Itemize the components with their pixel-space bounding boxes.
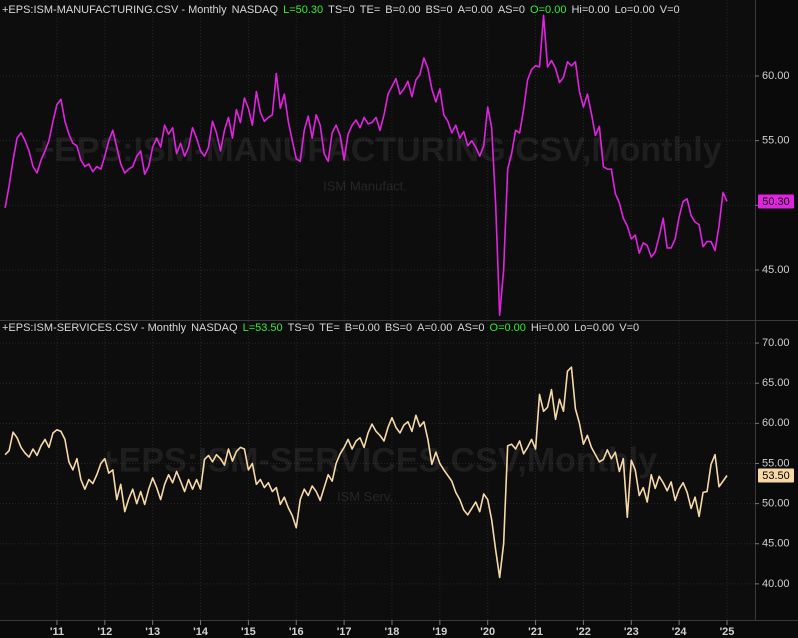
header-item: O=0.00: [490, 322, 526, 334]
header-item: Lo=0.00: [615, 4, 655, 16]
header-item: V=0: [619, 322, 639, 334]
header-item: O=0.00: [530, 4, 566, 16]
header-item: BS=0: [425, 4, 452, 16]
header-item: AS=0: [457, 322, 484, 334]
x-tick-label: '22: [576, 626, 591, 638]
y-tick-label: 45.00: [762, 538, 790, 550]
last-value-label: 50.30: [762, 196, 790, 208]
y-tick-label: 40.00: [762, 578, 790, 590]
x-tick-label: '21: [528, 626, 543, 638]
x-tick-label: '14: [193, 626, 209, 638]
header-item: +EPS:ISM-MANUFACTURING.CSV - Monthly: [2, 4, 227, 16]
watermark: +EPS:ISM-SERVICES.CSV,Monthly: [99, 441, 657, 479]
header-item: NASDAQ: [191, 322, 238, 334]
x-tick-label: '12: [97, 626, 112, 638]
y-tick-label: 45.00: [762, 264, 790, 276]
y-tick-label: 55.00: [762, 135, 790, 147]
header-item: Hi=0.00: [571, 4, 609, 16]
x-tick-label: '18: [385, 626, 400, 638]
y-tick-label: 55.00: [762, 457, 790, 469]
header-item: L=53.50: [243, 322, 283, 334]
last-value-box: [758, 194, 794, 209]
watermark-sub: ISM Serv.: [337, 489, 393, 504]
watermark-sub: ISM Manufact.: [323, 178, 407, 193]
x-tick-label: '24: [672, 626, 688, 638]
header-item: TS=0: [288, 322, 315, 334]
watermark: +EPS:ISM-MANUFACTURING.CSV,Monthly: [34, 131, 721, 169]
header-item: TE=: [360, 4, 380, 16]
header-item: A=0.00: [417, 322, 452, 334]
header-item: TE=: [319, 322, 339, 334]
last-value-label: 53.50: [762, 470, 790, 482]
header-item: B=0.00: [385, 4, 420, 16]
panel-header: +EPS:ISM-MANUFACTURING.CSV - Monthly NASD…: [2, 4, 680, 16]
y-tick-label: 50.00: [762, 498, 790, 510]
panel-top: [0, 0, 755, 320]
header-item: B=0.00: [345, 322, 380, 334]
x-tick-label: '13: [145, 626, 160, 638]
header-item: Lo=0.00: [574, 322, 614, 334]
series-line: [4, 366, 728, 579]
y-tick-label: 70.00: [762, 337, 790, 349]
x-tick-label: '17: [337, 626, 352, 638]
last-value-box: [758, 468, 794, 483]
header-item: TS=0: [328, 4, 355, 16]
header-item: NASDAQ: [232, 4, 279, 16]
x-tick-label: '23: [624, 626, 639, 638]
panel-bottom: [0, 321, 755, 620]
header-item: Hi=0.00: [531, 322, 569, 334]
header-item: A=0.00: [458, 4, 493, 16]
header-item: V=0: [660, 4, 680, 16]
series-line: [4, 14, 728, 317]
y-tick-label: 60.00: [762, 417, 790, 429]
y-tick-label: 65.00: [762, 377, 790, 389]
panel-header: +EPS:ISM-SERVICES.CSV - Monthly NASDAQ L=5…: [2, 322, 639, 334]
y-tick-label: 60.00: [762, 70, 790, 82]
x-tick-label: '11: [50, 626, 64, 638]
x-tick-label: '15: [241, 626, 256, 638]
x-tick-label: '19: [432, 626, 447, 638]
header-item: L=50.30: [283, 4, 323, 16]
x-tick-label: '25: [720, 626, 735, 638]
header-item: AS=0: [498, 4, 525, 16]
header-item: +EPS:ISM-SERVICES.CSV - Monthly: [2, 322, 187, 334]
x-tick-label: '20: [480, 626, 495, 638]
header-item: BS=0: [385, 322, 412, 334]
x-tick-label: '16: [289, 626, 304, 638]
